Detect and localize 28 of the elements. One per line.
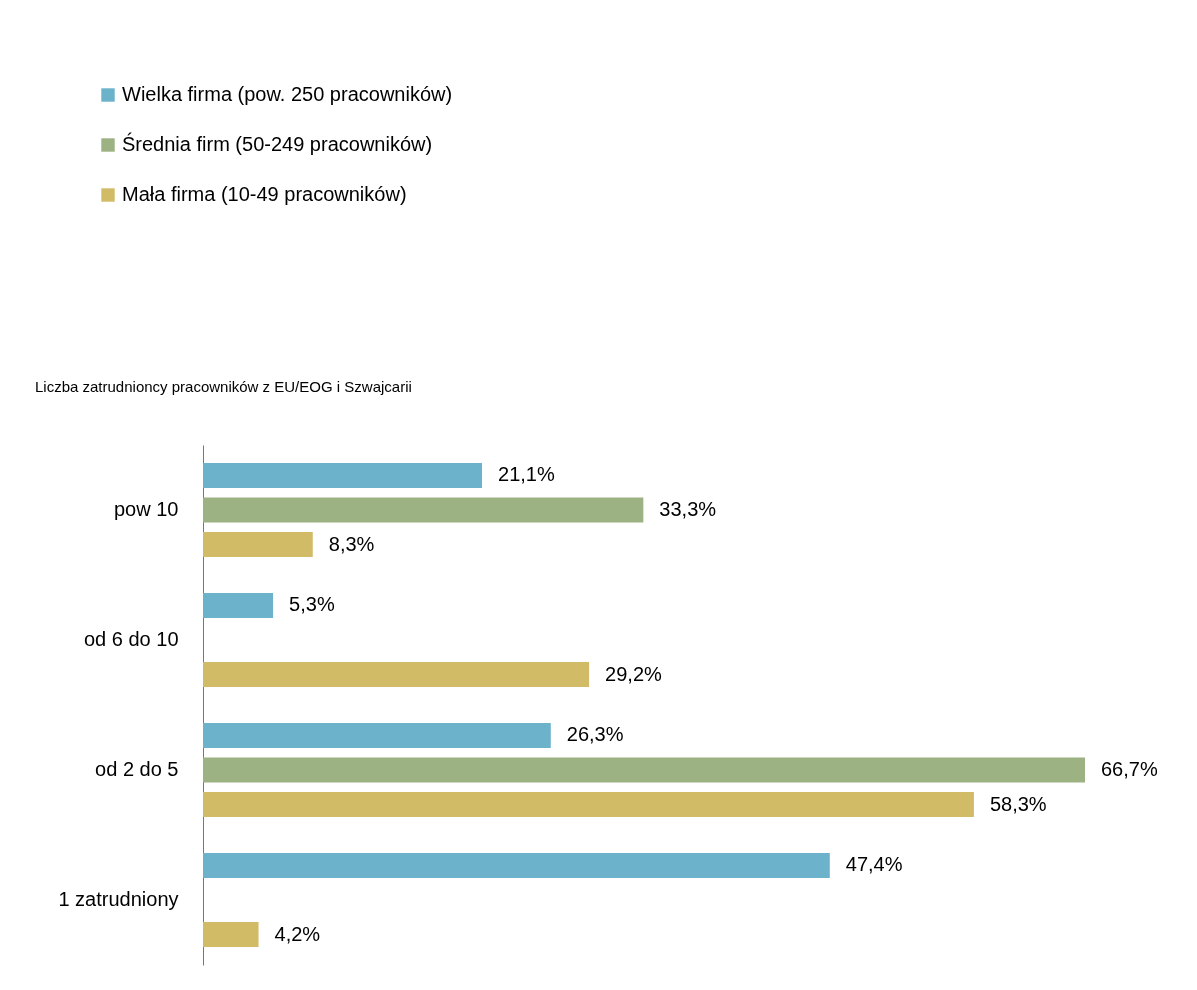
bar: [203, 852, 830, 878]
y-tick-label: 1 zatrudniony: [58, 888, 179, 910]
data-label: 47,4%: [845, 853, 903, 876]
data-label: 66,7%: [1101, 758, 1158, 780]
chart-title: Liczba zatrudnioncy pracowników z EU/EOG i Szwajcarii: [35, 378, 412, 395]
y-tick-label: pow 10: [114, 498, 179, 520]
bar: [203, 922, 259, 948]
bar: [203, 497, 644, 523]
data-label: 5,3%: [289, 593, 335, 616]
y-tick-label: od 2 do 5: [95, 758, 179, 780]
data-label: 33,3%: [659, 498, 717, 520]
data-label: 29,2%: [605, 662, 663, 685]
data-label: 58,3%: [989, 792, 1047, 815]
legend-label: Średnia firm (50-249 pracowników): [122, 132, 433, 155]
legend-label: Wielka firma (pow. 250 pracowników): [122, 83, 453, 105]
bar: [203, 592, 274, 618]
data-label: 8,3%: [328, 532, 375, 555]
bar: [203, 532, 313, 558]
data-label: 21,1%: [498, 463, 555, 486]
bar: [203, 462, 483, 488]
bar: [203, 722, 551, 748]
bar: [203, 757, 1085, 783]
legend-label: Mała firma (10-49 pracowników): [122, 183, 407, 205]
data-label: 4,2%: [274, 922, 321, 945]
bar: [203, 792, 974, 818]
data-label: 26,3%: [566, 723, 624, 746]
bar: [203, 662, 590, 688]
y-tick-label: od 6 do 10: [83, 628, 179, 650]
